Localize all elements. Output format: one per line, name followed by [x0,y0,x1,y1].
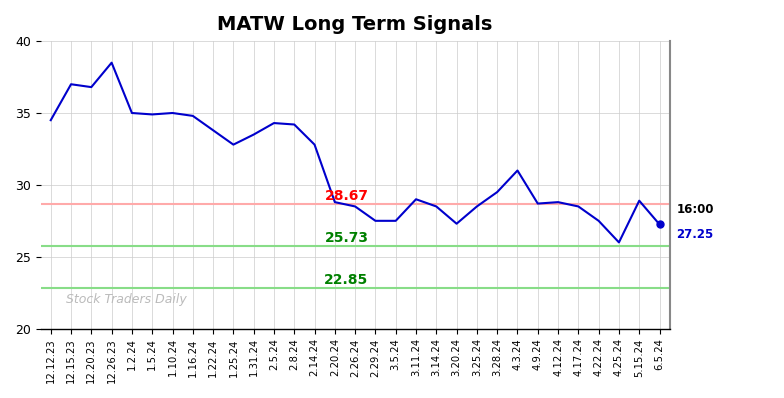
Text: Stock Traders Daily: Stock Traders Daily [66,293,187,306]
Text: 22.85: 22.85 [325,273,368,287]
Text: 16:00: 16:00 [677,203,714,216]
Text: 28.67: 28.67 [325,189,368,203]
Title: MATW Long Term Signals: MATW Long Term Signals [217,15,493,34]
Text: 27.25: 27.25 [677,228,714,241]
Text: 25.73: 25.73 [325,231,368,245]
